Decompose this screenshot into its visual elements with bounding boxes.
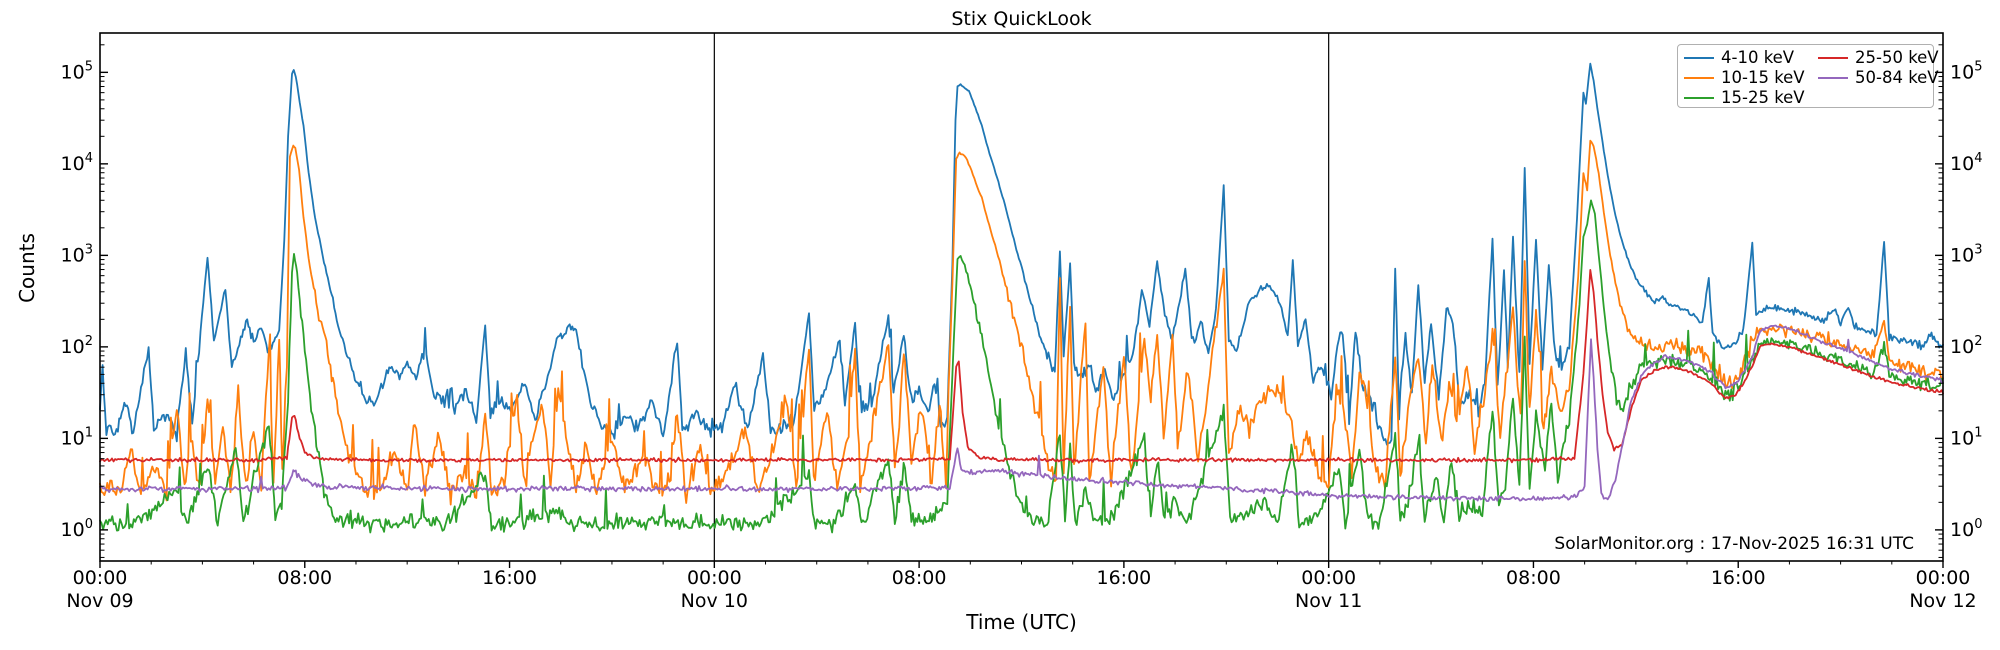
x-tick-time-label: 08:00: [277, 567, 332, 589]
y-tick-label-right: 105: [1950, 59, 1982, 83]
x-tick-time-label: 08:00: [892, 567, 947, 589]
solarmonitor-watermark: SolarMonitor.org : 17-Nov-2025 16:31 UTC: [1554, 534, 1914, 554]
y-tick-label-right: 101: [1950, 425, 1982, 449]
x-tick-date-label: Nov 10: [681, 590, 748, 612]
legend-item-10-15-keV: 10-15 keV: [1684, 68, 1805, 88]
x-tick-date-label: Nov 09: [66, 590, 133, 612]
x-tick-time-label: 00:00: [1301, 567, 1356, 589]
y-tick-label-left: 105: [61, 59, 93, 83]
x-axis-label: Time (UTC): [966, 610, 1077, 634]
legend-line-swatch: [1684, 57, 1714, 59]
legend-item-50-84-keV: 50-84 keV: [1818, 68, 1939, 88]
legend-label: 15-25 keV: [1721, 88, 1805, 107]
x-tick-time-label: 16:00: [482, 567, 537, 589]
x-tick-time-label: 00:00: [73, 567, 128, 589]
y-tick-label-right: 102: [1950, 334, 1982, 358]
legend-label: 10-15 keV: [1721, 68, 1805, 87]
y-tick-label-right: 104: [1950, 151, 1982, 175]
y-tick-label-left: 100: [61, 517, 93, 541]
series-path-50-84-keV: [99, 324, 1944, 502]
legend-line-swatch: [1684, 77, 1714, 79]
y-tick-label-right: 100: [1950, 517, 1982, 541]
x-tick-date-label: Nov 12: [1909, 590, 1976, 612]
x-tick-date-label: Nov 11: [1295, 590, 1362, 612]
legend-line-swatch: [1684, 97, 1714, 99]
legend-label: 4-10 keV: [1721, 48, 1795, 67]
x-tick-time-label: 08:00: [1506, 567, 1561, 589]
legend: 4-10 keV 10-15 keV 15-25 keV 25-50 keV 50-8…: [1677, 44, 1939, 108]
y-tick-label-left: 103: [61, 242, 93, 266]
series-path-25-50-keV: [99, 269, 1944, 464]
legend-line-swatch: [1818, 77, 1848, 79]
y-tick-label-left: 102: [61, 334, 93, 358]
legend-item-25-50-keV: 25-50 keV: [1818, 48, 1939, 68]
series-path-4-10-keV: [99, 62, 1944, 446]
x-tick-time-label: 00:00: [687, 567, 742, 589]
series-path-10-15-keV: [99, 139, 1944, 506]
series-path-15-25-keV: [99, 199, 1944, 534]
legend-label: 25-50 keV: [1855, 48, 1939, 67]
y-axis-label: Counts: [15, 233, 39, 303]
plot-border: [99, 32, 1944, 562]
y-tick-label-left: 101: [61, 425, 93, 449]
x-tick-time-label: 16:00: [1711, 567, 1766, 589]
x-tick-time-label: 00:00: [1916, 567, 1971, 589]
y-tick-label-left: 104: [61, 151, 93, 175]
x-tick-time-label: 16:00: [1097, 567, 1152, 589]
chart-title: Stix QuickLook: [951, 8, 1092, 30]
legend-column-2: 25-50 keV 50-84 keV: [1818, 48, 1939, 88]
legend-item-15-25-keV: 15-25 keV: [1684, 88, 1805, 108]
legend-line-swatch: [1818, 57, 1848, 59]
legend-label: 50-84 keV: [1855, 68, 1939, 87]
y-tick-label-right: 103: [1950, 242, 1982, 266]
legend-column-1: 4-10 keV 10-15 keV 15-25 keV: [1684, 48, 1805, 108]
legend-item-4-10-keV: 4-10 keV: [1684, 48, 1805, 68]
